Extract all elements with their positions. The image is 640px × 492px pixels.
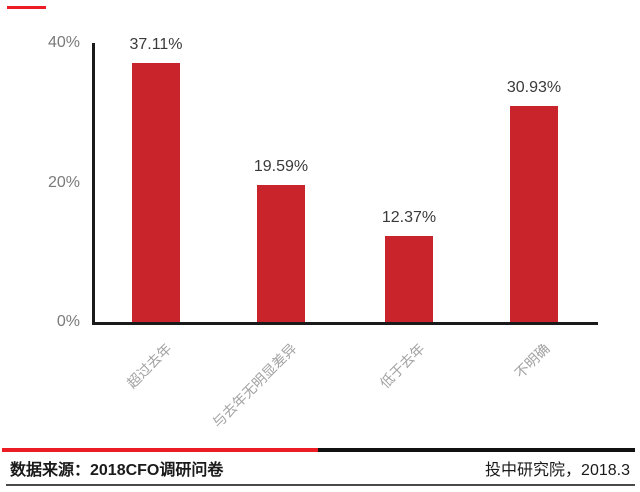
bar-1 (132, 63, 180, 322)
bar-4 (510, 106, 558, 322)
top-left-red-dash (7, 6, 46, 9)
data-source-label: 数据来源：2018CFO调研问卷 (10, 462, 224, 479)
y-axis-line (92, 43, 95, 325)
publisher-label: 投中研究院，2018.3 (485, 462, 630, 479)
bar-value-label: 37.11% (129, 36, 183, 54)
category-label: 与去年无明显差异 (209, 340, 300, 431)
bar-value-label: 30.93% (506, 79, 562, 97)
y-tick-label: 0% (56, 313, 80, 330)
x-axis-line (92, 322, 598, 325)
category-label: 超过去年 (123, 340, 175, 392)
bar-3 (385, 235, 433, 322)
footer-divider-line (2, 448, 635, 452)
bottom-border-line (6, 484, 635, 486)
category-label: 低于去年 (376, 340, 428, 392)
bar-value-label: 19.59% (253, 158, 309, 176)
y-tick-label: 40% (47, 34, 80, 51)
bar-value-label: 12.37% (381, 208, 437, 226)
category-label: 不明确 (511, 340, 553, 382)
y-tick-label: 20% (47, 173, 80, 191)
bar-2 (257, 185, 305, 322)
